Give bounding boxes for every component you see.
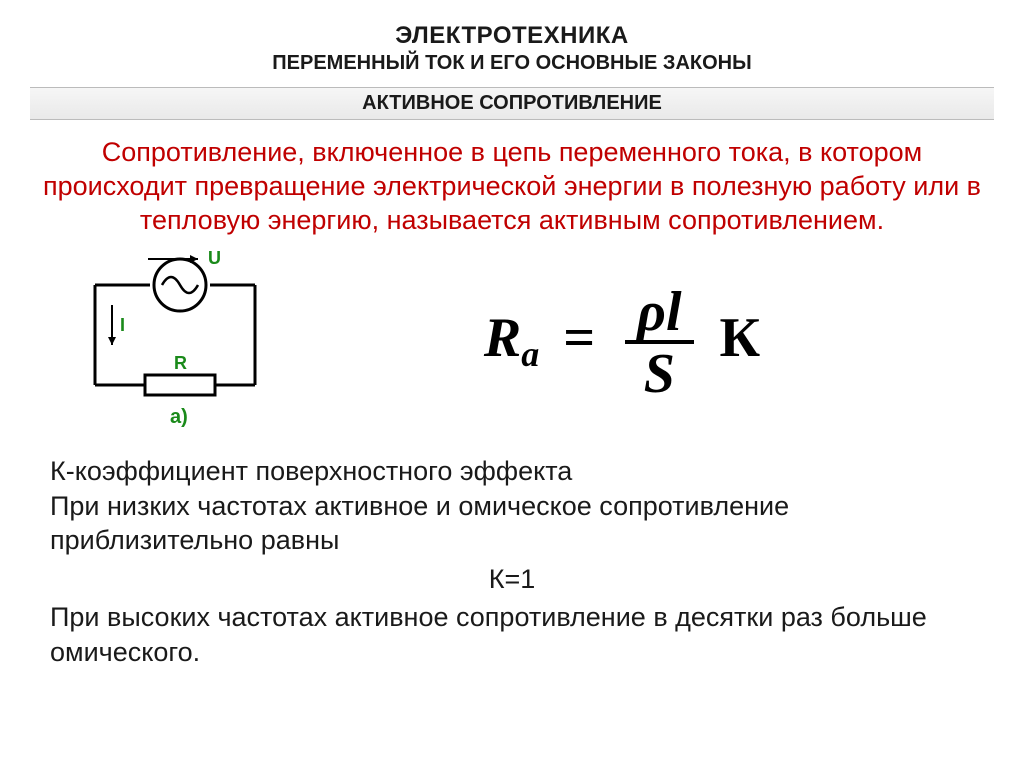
definition-text: Сопротивление, включенное в цепь перемен… xyxy=(40,136,984,237)
formula-eq: = xyxy=(563,307,595,369)
formula-num-l: l xyxy=(666,281,682,343)
formula-den: S xyxy=(625,344,693,402)
current-label: I xyxy=(120,315,125,335)
formula: Ra = ρl S К xyxy=(484,307,760,369)
page-title-1: ЭЛЕКТРОТЕХНИКА xyxy=(0,22,1024,50)
page-title-2: ПЕРЕМЕННЫЙ ТОК И ЕГО ОСНОВНЫЕ ЗАКОНЫ xyxy=(0,52,1024,75)
resistor-label: R xyxy=(174,353,187,373)
circuit-diagram: U I R а) xyxy=(0,245,300,440)
formula-lhs-base: R xyxy=(484,307,521,369)
section-heading: АКТИВНОЕ СОПРОТИВЛЕНИЕ xyxy=(30,87,994,120)
circuit-sub-label: а) xyxy=(170,406,188,428)
body-p1: К-коэффициент поверхностного эффекта xyxy=(50,454,974,489)
formula-lhs-sub: a xyxy=(521,334,539,374)
body-k-eq: К=1 xyxy=(50,562,974,597)
body-text: К-коэффициент поверхностного эффекта При… xyxy=(50,454,974,669)
body-p2: При низких частотах активное и омическое… xyxy=(50,489,974,558)
voltage-label: U xyxy=(208,248,221,268)
formula-tail: К xyxy=(720,307,761,369)
formula-num-rho: ρ xyxy=(637,281,666,343)
body-p3: При высоких частотах активное сопротивле… xyxy=(50,600,974,669)
